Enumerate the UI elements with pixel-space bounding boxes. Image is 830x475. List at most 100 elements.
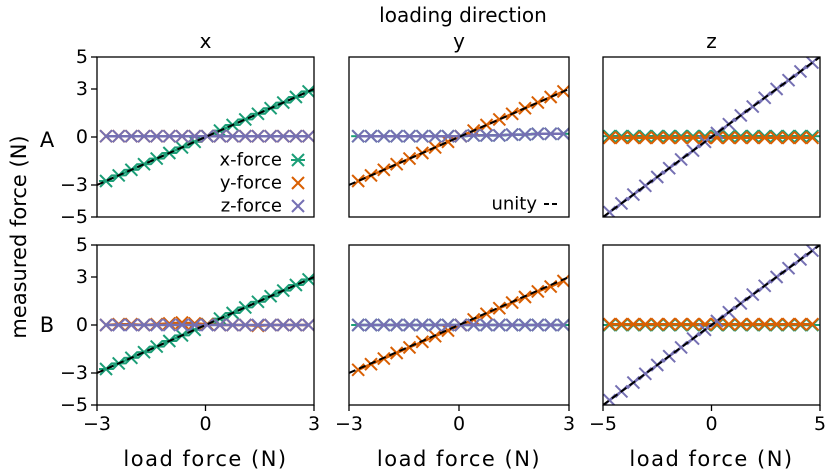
data-point-y-force <box>793 131 808 145</box>
data-point-y-force <box>746 317 760 331</box>
data-point-z-force <box>389 129 404 143</box>
y-tick-label: 3 <box>76 78 88 100</box>
data-point-x-force <box>638 129 653 143</box>
data-point-x-force <box>674 129 689 143</box>
plot-area <box>97 272 314 376</box>
data-point-y-force <box>805 317 820 331</box>
data-point-z-force <box>289 129 303 143</box>
y-tick-label: 0 <box>76 126 88 148</box>
data-point-z-force <box>492 128 507 143</box>
data-point-z-force <box>251 318 265 332</box>
data-point-y-force <box>441 135 455 149</box>
data-point-z-force <box>428 129 442 143</box>
y-tick-label: −5 <box>60 394 88 416</box>
data-point-z-force <box>377 318 391 332</box>
data-point-y-force <box>479 118 494 132</box>
data-point-y-force <box>351 174 365 188</box>
data-point-y-force <box>734 131 748 145</box>
data-point-z-force <box>213 318 227 332</box>
data-point-y-force <box>626 131 641 145</box>
plot-area <box>349 274 569 377</box>
data-point-z-force <box>124 129 139 143</box>
data-point-y-force <box>686 317 700 331</box>
data-point-x-force <box>288 90 303 104</box>
data-point-x-force <box>603 129 617 143</box>
data-point-y-force <box>793 317 808 331</box>
data-point-z-force <box>518 318 532 332</box>
data-point-x-force <box>805 129 820 143</box>
unity-line <box>603 57 820 217</box>
data-point-y-force <box>769 317 784 331</box>
data-point-y-force <box>710 317 724 331</box>
data-point-x-force <box>721 129 736 143</box>
data-point-z-force <box>124 318 139 332</box>
data-point-z-force <box>505 127 519 142</box>
legend-marker-x-force <box>291 153 305 167</box>
data-point-z-force <box>200 318 215 332</box>
data-point-x-force <box>650 129 665 143</box>
data-point-z-force <box>531 127 545 141</box>
data-point-y-force <box>734 317 748 331</box>
data-point-z-force <box>492 318 507 332</box>
data-point-x-force <box>238 112 253 127</box>
data-point-y-force <box>722 317 736 331</box>
data-point-y-force <box>650 131 664 145</box>
data-point-z-force <box>301 318 314 332</box>
panel-a-2: z <box>602 29 821 218</box>
data-point-z-force <box>428 318 442 332</box>
data-point-z-force <box>200 129 215 143</box>
data-point-z-force <box>111 318 126 332</box>
data-point-z-force <box>149 129 164 143</box>
data-point-z-force <box>276 129 290 143</box>
y-tick-label: 5 <box>76 46 88 68</box>
data-point-x-force <box>686 129 701 143</box>
data-point-z-force <box>149 318 164 332</box>
plot-area <box>349 84 569 188</box>
data-point-y-force <box>175 315 189 330</box>
data-point-y-force <box>638 317 653 331</box>
data-point-z-force <box>225 129 240 143</box>
data-point-z-force <box>238 129 252 143</box>
data-point-z-force <box>351 318 365 332</box>
unity-legend: unity <box>491 194 558 215</box>
data-point-z-force <box>162 129 177 143</box>
data-point-z-force <box>111 129 126 143</box>
legend-label-z-force: z-force <box>221 196 282 217</box>
data-point-y-force <box>389 157 404 171</box>
data-point-z-force <box>466 318 481 332</box>
data-point-z-force <box>99 318 113 332</box>
data-point-z-force <box>377 129 391 143</box>
data-point-z-force <box>543 318 558 332</box>
data-point-y-force <box>781 131 796 145</box>
data-point-y-force <box>698 131 712 145</box>
data-point-z-force <box>402 318 417 332</box>
unity-line <box>349 276 569 374</box>
x-tick-label: −5 <box>589 413 617 435</box>
data-point-x-force <box>99 362 114 376</box>
panel-title: z <box>706 29 717 53</box>
axes-frame <box>348 56 570 218</box>
data-point-y-force <box>781 317 796 331</box>
data-point-z-force <box>276 318 290 332</box>
data-point-z-force <box>175 318 189 332</box>
data-point-y-force <box>556 274 569 288</box>
data-point-z-force <box>415 129 430 143</box>
data-point-z-force <box>531 318 545 332</box>
data-point-z-force <box>505 318 519 332</box>
y-tick-label: 5 <box>76 234 88 256</box>
legend-label-x-force: x-force <box>220 150 282 171</box>
data-point-y-force <box>162 316 177 331</box>
data-point-y-force <box>389 346 404 360</box>
data-point-x-force <box>250 107 265 121</box>
data-point-y-force <box>674 317 688 331</box>
panel-title: x <box>200 29 212 53</box>
data-point-z-force <box>251 129 265 143</box>
data-point-y-force <box>402 340 417 355</box>
data-point-z-force <box>364 129 378 143</box>
data-point-z-force <box>351 129 365 143</box>
data-point-z-force <box>543 127 558 141</box>
data-point-z-force <box>213 129 227 143</box>
